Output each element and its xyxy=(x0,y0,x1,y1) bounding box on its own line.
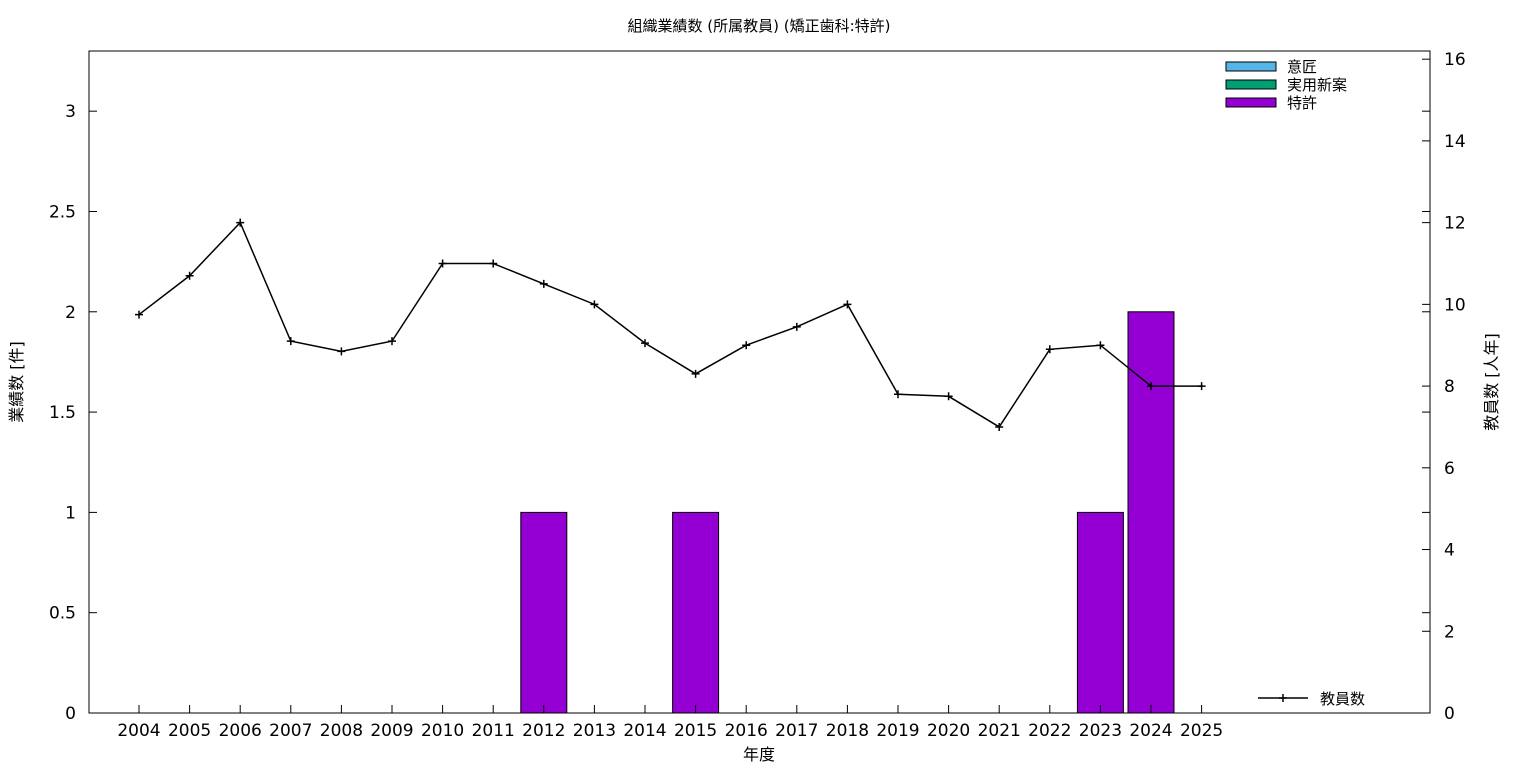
line-point-2009 xyxy=(388,337,396,346)
line-point-2015 xyxy=(691,369,700,378)
line-point-2018 xyxy=(843,300,852,309)
line-point-2023 xyxy=(1096,341,1105,350)
y2-tick-label: 2 xyxy=(1444,622,1455,642)
x-tick-label: 2008 xyxy=(320,721,363,741)
legend-label: 特許 xyxy=(1287,94,1317,112)
x-tick-label: 2006 xyxy=(219,721,262,741)
x-tick-label: 2015 xyxy=(674,721,717,741)
x-tick-label: 2016 xyxy=(725,721,768,741)
line-point-2016 xyxy=(742,341,751,350)
legend-swatch-意匠 xyxy=(1225,61,1277,72)
bar-2015 xyxy=(672,511,720,714)
line-point-2005 xyxy=(185,271,194,280)
x-tick-label: 2012 xyxy=(522,721,565,741)
line-point-2014 xyxy=(641,339,649,348)
y2-tick-label: 4 xyxy=(1444,541,1455,561)
y-axis-label: 業績数 [件] xyxy=(7,341,26,423)
bar-2023 xyxy=(1076,511,1124,714)
line-point-2025 xyxy=(1197,382,1206,391)
y2-axis-label: 教員数 [人年] xyxy=(1482,333,1501,431)
x-tick-label: 2013 xyxy=(573,721,616,741)
x-tick-label: 2004 xyxy=(117,721,160,741)
bars-layer xyxy=(520,311,1175,714)
legend-label: 意匠 xyxy=(1287,58,1317,76)
x-axis: 2004 2005 2006 2007 2008 2009 2010 2011 2012 2013… xyxy=(117,705,1223,741)
line-series xyxy=(138,221,1202,428)
y2-tick-label: 6 xyxy=(1444,459,1455,479)
x-tick-label: 2010 xyxy=(421,721,464,741)
x-tick-label: 2018 xyxy=(826,721,869,741)
line-point-2004 xyxy=(135,310,143,319)
y-tick-label: 1.5 xyxy=(49,403,76,423)
line-point-2020 xyxy=(944,392,953,401)
line-point-2013 xyxy=(590,300,599,309)
y2-tick-label: 16 xyxy=(1444,50,1466,70)
legend-swatch-実用新案 xyxy=(1225,79,1277,90)
bar-2024 xyxy=(1127,311,1175,714)
y-tick-label: 0.5 xyxy=(49,604,76,624)
line-point-2010 xyxy=(438,259,447,268)
line-point-2019 xyxy=(894,390,902,399)
x-axis-label: 年度 xyxy=(743,745,775,764)
line-layer xyxy=(135,218,1206,431)
x-tick-label: 2007 xyxy=(269,721,312,741)
y-axis: 0 0.5 1 1.5 2 2.5 3 xyxy=(49,102,1430,724)
line-point-2006 xyxy=(236,218,245,227)
y2-axis: 0 2 4 6 8 10 12 14 16 xyxy=(1422,50,1466,724)
line-point-2012 xyxy=(539,279,548,288)
legend-line-label: 教員数 xyxy=(1320,690,1365,708)
plot-frame xyxy=(88,50,1431,714)
y2-tick-label: 14 xyxy=(1444,132,1466,152)
y-tick-label: 1 xyxy=(65,503,76,523)
line-point-2021 xyxy=(995,422,1004,431)
line-point-2024 xyxy=(1147,382,1155,391)
y2-tick-label: 10 xyxy=(1444,295,1466,315)
legend-line: 教員数 xyxy=(1258,690,1365,708)
y2-tick-label: 8 xyxy=(1444,377,1455,397)
x-tick-label: 2022 xyxy=(1028,721,1071,741)
x-tick-label: 2011 xyxy=(472,721,515,741)
y-tick-label: 2 xyxy=(65,303,76,323)
x-tick-label: 2025 xyxy=(1180,721,1223,741)
x-tick-label: 2024 xyxy=(1129,721,1172,741)
y2-tick-label: 12 xyxy=(1444,214,1466,234)
y-tick-label: 0 xyxy=(65,704,76,724)
x-tick-label: 2005 xyxy=(168,721,211,741)
y2-tick-label: 0 xyxy=(1444,704,1455,724)
x-tick-label: 2020 xyxy=(927,721,970,741)
chart-title: 組織業績数 (所属教員) (矯正歯科:特許) xyxy=(628,17,891,35)
x-tick-label: 2014 xyxy=(623,721,666,741)
x-tick-label: 2021 xyxy=(978,721,1021,741)
line-point-2011 xyxy=(489,259,498,268)
bar-2012 xyxy=(520,511,568,714)
x-tick-label: 2023 xyxy=(1079,721,1122,741)
line-point-2017 xyxy=(792,322,801,331)
line-point-2022 xyxy=(1045,345,1054,354)
legend-label: 実用新案 xyxy=(1287,76,1347,94)
legend-swatch-特許 xyxy=(1225,97,1277,108)
line-point-2008 xyxy=(337,347,346,356)
line-point-2007 xyxy=(286,337,295,346)
y-tick-label: 3 xyxy=(65,102,76,122)
y-tick-label: 2.5 xyxy=(49,202,76,222)
x-tick-label: 2019 xyxy=(876,721,919,741)
x-tick-label: 2009 xyxy=(370,721,413,741)
legend-line-marker xyxy=(1279,694,1287,702)
x-tick-label: 2017 xyxy=(775,721,818,741)
